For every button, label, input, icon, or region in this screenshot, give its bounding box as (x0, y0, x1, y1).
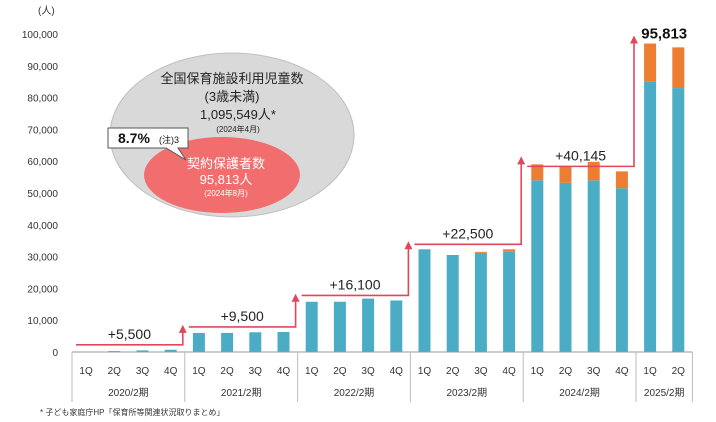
bar-segment-extra (587, 161, 600, 181)
inset-diagram: 全国保育施設利用児童数 (3歳未満) 1,095,549人* (2024年4月)… (107, 52, 355, 218)
period-label: 2022/2期 (334, 387, 375, 399)
x-tick-label: 2Q (672, 366, 686, 377)
increment-label: +9,500 (221, 308, 264, 324)
bar-segment-main (305, 301, 318, 352)
outer-sub: (3歳未満) (205, 89, 260, 104)
x-tick-label: 3Q (474, 366, 488, 377)
bar-segment-main (136, 350, 149, 352)
x-tick-label: 3Q (136, 366, 150, 377)
period-label: 2021/2期 (221, 387, 262, 399)
increment-label: +16,100 (330, 276, 381, 292)
period-label: 2024/2期 (559, 387, 600, 399)
bar-segment-main (333, 301, 346, 352)
growth-arrow (301, 241, 413, 297)
x-tick-label: 2Q (333, 366, 347, 377)
bar-segment-main (164, 349, 177, 352)
x-tick-label: 2Q (220, 366, 234, 377)
y-tick-label: 10,000 (27, 316, 58, 327)
inner-title: 契約保護者数 (187, 156, 265, 171)
growth-arrow (527, 35, 638, 168)
bar-segment-extra (503, 249, 516, 252)
y-tick-label: 80,000 (27, 94, 58, 105)
y-tick-label: 20,000 (27, 284, 58, 295)
last-value-label: 95,813 (641, 26, 687, 43)
y-axis: 0 10,000 20,000 30,000 40,000 50,000 60,000 70,… (22, 30, 59, 359)
bar-segment-extra (615, 171, 628, 189)
bar-segment-main (390, 300, 403, 352)
growth-arrow (188, 293, 300, 328)
bar-segment-main (587, 180, 600, 352)
y-tick-label: 30,000 (27, 253, 58, 264)
outer-title: 全国保育施設利用児童数 (160, 71, 303, 86)
x-tick-label: 1Q (192, 366, 206, 377)
bar-segment-main (559, 182, 572, 352)
inner-value: 95,813人 (200, 172, 253, 187)
bar-segment-extra (531, 164, 544, 181)
period-label: 2025/2期 (644, 387, 685, 399)
bar-segment-main (615, 188, 628, 352)
callout-note: (注)3 (159, 134, 179, 145)
x-tick-label: 1Q (531, 366, 545, 377)
bar-segment-main (446, 255, 459, 352)
growth-arrow (76, 324, 187, 346)
bar-segment-main (474, 252, 487, 352)
increment-label: +22,500 (442, 225, 493, 241)
x-tick-label: 4Q (164, 366, 178, 377)
bar-segment-main (221, 332, 234, 352)
callout-value: 8.7% (118, 130, 150, 146)
period-label: 2023/2期 (447, 387, 488, 399)
x-tick-label: 4Q (277, 366, 291, 377)
x-tick-label: 3Q (361, 366, 375, 377)
bars (108, 43, 685, 352)
y-tick-label: 100,000 (22, 30, 59, 41)
bar-segment-main (672, 88, 685, 352)
x-tick-label: 3Q (587, 366, 601, 377)
bar-segment-extra (559, 166, 572, 183)
x-tick-label: 1Q (79, 366, 93, 377)
increment-label: +40,145 (555, 147, 606, 163)
y-tick-label: 90,000 (27, 62, 58, 73)
y-tick-label: 60,000 (27, 157, 58, 168)
outer-date: (2024年4月) (216, 124, 260, 134)
y-tick-label: 0 (52, 348, 58, 359)
y-tick-label: 40,000 (27, 221, 58, 232)
x-tick-label: 2Q (559, 366, 573, 377)
growth-steps: +5,500 +9,500 +16,100 +22,500 +40,145 (76, 35, 638, 346)
bar-segment-main (249, 332, 262, 352)
y-unit-label: (人) (38, 5, 55, 17)
bar-segment-main (277, 331, 290, 352)
callout-box (107, 127, 189, 161)
x-tick-label: 2Q (108, 366, 122, 377)
y-tick-label: 50,000 (27, 189, 58, 200)
x-tick-label: 3Q (249, 366, 263, 377)
inner-date: (2024年8月) (204, 188, 248, 198)
bar-segment-main (192, 332, 205, 352)
x-tick-label: 1Q (305, 366, 319, 377)
x-axis: 1Q 2Q 3Q 4Q 1Q 2Q 3Q 4Q 1Q 2Q 3Q 4Q 1Q 2Q 3Q 4Q 1Q 2Q 3Q 4Q… (71, 351, 693, 402)
x-tick-label: 4Q (390, 366, 404, 377)
increment-label: +5,500 (108, 326, 151, 342)
x-tick-label: 1Q (643, 366, 657, 377)
growth-arrow (414, 156, 526, 246)
period-label: 2020/2期 (108, 387, 149, 399)
bar-segment-main (531, 180, 544, 352)
y-tick-label: 70,000 (27, 125, 58, 136)
bar-segment-main (503, 251, 516, 352)
outer-value: 1,095,549人* (200, 107, 276, 122)
bar-segment-extra (644, 43, 657, 82)
x-tick-label: 2Q (446, 366, 460, 377)
bar-segment-main (362, 298, 375, 352)
bar-segment-main (418, 249, 431, 352)
x-tick-label: 4Q (502, 366, 516, 377)
bar-segment-main (644, 81, 657, 352)
bar-segment-extra (672, 47, 685, 89)
footnote: * 子ども家庭庁HP「保育所等関連状況取りまとめ」 (40, 407, 224, 417)
x-tick-label: 4Q (615, 366, 629, 377)
x-tick-label: 1Q (418, 366, 432, 377)
bar-segment-extra (474, 251, 487, 253)
